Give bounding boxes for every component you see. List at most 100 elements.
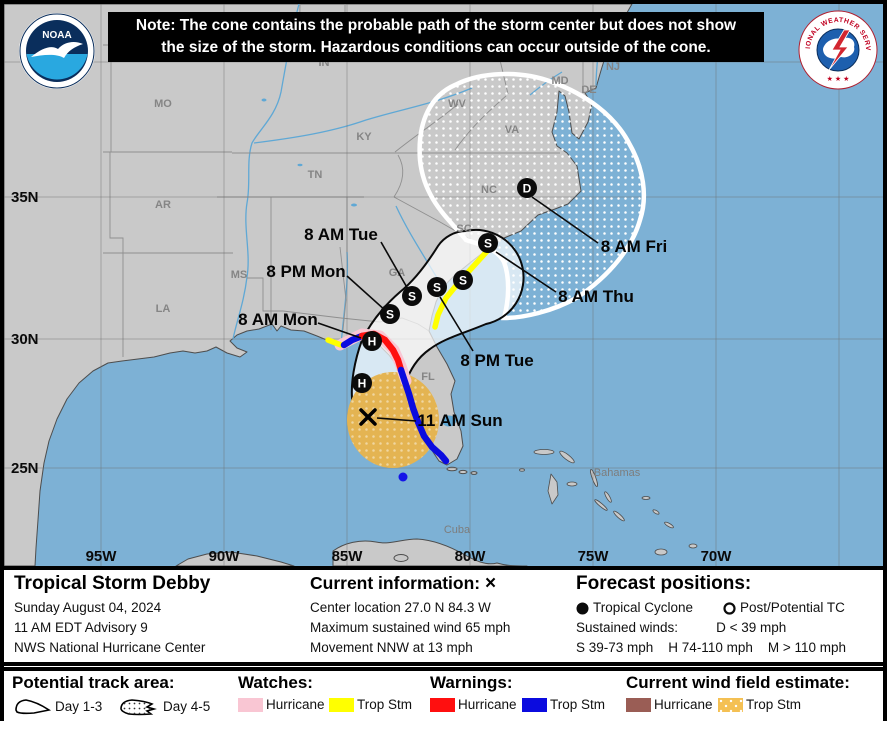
hurricane-wind-swatch bbox=[626, 697, 651, 712]
marker-8am-wed: S bbox=[453, 270, 473, 290]
state-labels: MO AR LA MS IN KY TN WV VA NC SC GA FL N… bbox=[154, 57, 620, 383]
note-line-2: the size of the storm. Hazardous conditi… bbox=[161, 39, 711, 56]
legend-ts-warning: Trop Stm bbox=[522, 697, 605, 712]
ts-watch-swatch bbox=[329, 697, 354, 712]
open-circle-icon bbox=[723, 601, 736, 615]
current-position-marker bbox=[359, 408, 377, 426]
legend-day13: Day 1-3 bbox=[14, 697, 102, 716]
sustained-winds-label: Sustained winds: bbox=[576, 620, 679, 636]
day45-label: Day 4-5 bbox=[163, 699, 211, 714]
noaa-logo-text: NOAA bbox=[42, 30, 71, 41]
info-legend-divider bbox=[4, 662, 883, 666]
ts-watch-line-panhandle bbox=[325, 337, 344, 348]
state-label: MO bbox=[154, 98, 172, 110]
storm-advisory: 11 AM EDT Advisory 9 bbox=[14, 620, 148, 636]
track-area-title: Potential track area: bbox=[12, 673, 175, 692]
ts-warning-label: Trop Stm bbox=[550, 697, 606, 712]
state-label: FL bbox=[421, 371, 435, 383]
yucatan bbox=[175, 551, 295, 566]
post-potential-label: Post/Potential TC bbox=[740, 599, 845, 615]
note-banner: Note: The cone contains the probable pat… bbox=[108, 12, 764, 62]
state-label: MS bbox=[231, 269, 248, 281]
lightning-bolt-icon bbox=[828, 29, 851, 71]
current-information: Current information: × Center location 2… bbox=[310, 573, 572, 659]
center-location: Center location 27.0 N 84.3 W bbox=[310, 599, 491, 615]
wind-class-m: M > 110 mph bbox=[767, 640, 847, 656]
legend-hurricane-wind: Hurricane bbox=[626, 697, 713, 712]
previous-position-dot bbox=[398, 472, 408, 482]
time-label: 8 AM Mon bbox=[238, 310, 318, 329]
marker-8am-fri: D bbox=[517, 178, 537, 198]
time-labels: 8 AM Mon 8 PM Mon 8 AM Tue 8 PM Tue 11 A… bbox=[238, 225, 667, 430]
wind-class-d: D < 39 mph bbox=[716, 620, 787, 636]
watches-title: Watches: bbox=[238, 673, 313, 692]
wind-class-h: H 74-110 mph bbox=[668, 640, 753, 656]
lake-okeechobee bbox=[442, 415, 456, 427]
marker-8pm-mon: S bbox=[380, 304, 400, 324]
lat-labels: 35N 30N 25N bbox=[11, 189, 39, 477]
bahamas-islands bbox=[519, 449, 698, 556]
time-label: 8 AM Thu bbox=[558, 287, 634, 306]
day13-cone-icon bbox=[15, 699, 52, 715]
tropical-cyclone-label: Tropical Cyclone bbox=[593, 599, 694, 615]
hurricane-watch-swatch bbox=[238, 697, 263, 712]
state-label: VA bbox=[505, 124, 520, 136]
svg-text:H: H bbox=[368, 335, 377, 349]
svg-text:D: D bbox=[523, 182, 532, 196]
label-connectors bbox=[317, 196, 599, 422]
day13-label: Day 1-3 bbox=[55, 699, 103, 714]
forecast-markers: H H S S S bbox=[352, 178, 537, 426]
florida-keys bbox=[458, 469, 468, 475]
max-wind: Maximum sustained wind 65 mph bbox=[310, 620, 511, 636]
hurricane-warning-label: Hurricane bbox=[458, 697, 517, 712]
lon-labels: 95W 90W 85W 80W 75W 70W bbox=[86, 548, 733, 565]
wind-class-s: S 39-73 mph bbox=[576, 640, 654, 656]
svg-text:H: H bbox=[358, 377, 367, 391]
florida-keys bbox=[446, 466, 458, 472]
marker-8pm-sun: H bbox=[352, 373, 372, 393]
map-info-divider bbox=[4, 566, 883, 570]
place-label-bahamas: Bahamas bbox=[594, 467, 641, 479]
storm-date: Sunday August 04, 2024 bbox=[14, 599, 162, 615]
map-region: MO AR LA MS IN KY TN WV VA NC SC GA FL N… bbox=[4, 4, 883, 566]
svg-text:S: S bbox=[386, 308, 394, 322]
legend-hurricane-warning: Hurricane bbox=[430, 697, 517, 712]
state-label: AR bbox=[155, 199, 171, 211]
time-label: 8 PM Mon bbox=[266, 262, 345, 281]
marker-8am-mon: H bbox=[362, 331, 382, 351]
time-label: 8 PM Tue bbox=[460, 351, 533, 370]
state-label: DE bbox=[581, 84, 596, 96]
legend-panel: Potential track area: Day 1-3 bbox=[4, 671, 883, 721]
day45-cone-icon bbox=[120, 699, 157, 716]
current-position-symbol: × bbox=[485, 573, 497, 594]
noaa-logo: NOAA bbox=[18, 12, 96, 95]
cuba bbox=[332, 538, 528, 566]
nws-stars: ★ ★ ★ bbox=[827, 75, 850, 83]
svg-text:S: S bbox=[484, 237, 492, 251]
place-label-cuba: Cuba bbox=[444, 524, 471, 536]
state-label: KY bbox=[356, 131, 372, 143]
ts-warning-line-florida bbox=[397, 366, 450, 465]
state-label: MD bbox=[551, 75, 568, 87]
nws-logo: NATIONAL WEATHER SERVICE ★ ★ ★ bbox=[795, 5, 878, 95]
movement: Movement NNW at 13 mph bbox=[310, 640, 473, 656]
lat-label: 25N bbox=[11, 460, 39, 477]
lon-label: 70W bbox=[701, 548, 733, 565]
forecast-positions-title: Forecast positions: bbox=[576, 573, 752, 594]
ts-watch-line-georgia bbox=[432, 245, 493, 330]
state-label: TN bbox=[308, 169, 323, 181]
legend-ts-watch: Trop Stm bbox=[329, 697, 412, 712]
time-label: 8 AM Tue bbox=[304, 225, 378, 244]
lon-label: 80W bbox=[455, 548, 487, 565]
forecast-cone-map: MO AR LA MS IN KY TN WV VA NC SC GA FL N… bbox=[4, 4, 883, 566]
hurricane-watch-label: Hurricane bbox=[266, 697, 325, 712]
state-label: LA bbox=[156, 303, 171, 315]
forecast-positions-legend: Forecast positions: Tropical Cyclone Pos… bbox=[576, 573, 879, 659]
marker-8pm-tue: S bbox=[427, 277, 447, 297]
state-label: SC bbox=[456, 223, 471, 235]
storm-agency: NWS National Hurricane Center bbox=[14, 640, 206, 656]
hurricane-warning-swatch bbox=[430, 697, 455, 712]
lon-label: 85W bbox=[332, 548, 364, 565]
